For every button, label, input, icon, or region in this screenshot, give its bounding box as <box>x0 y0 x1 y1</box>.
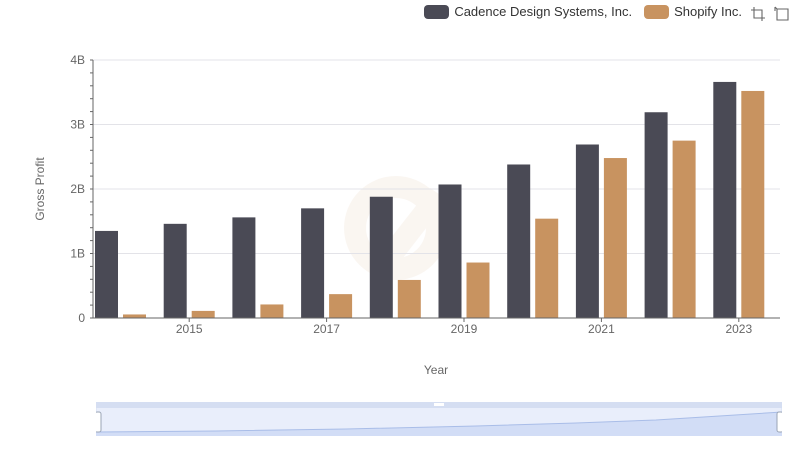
bar-cadence-2022[interactable] <box>644 112 668 319</box>
chart-toolbox <box>750 6 790 22</box>
bar-shopify-2018[interactable] <box>397 279 421 318</box>
bar-cadence-2020[interactable] <box>507 164 531 318</box>
axes: 0 1B 2B 3B 4B 2015 2017 2019 2021 2023 <box>70 53 780 336</box>
restore-icon[interactable] <box>774 6 790 22</box>
bar-cadence-2018[interactable] <box>369 196 393 318</box>
y-tick-label: 3B <box>70 118 85 132</box>
x-tick-label: 2017 <box>313 322 340 336</box>
y-tick-label: 4B <box>70 53 85 67</box>
slider-left-handle[interactable] <box>96 411 102 433</box>
bar-shopify-2020[interactable] <box>535 218 559 318</box>
x-tick-label: 2021 <box>588 322 615 336</box>
legend-label-cadence: Cadence Design Systems, Inc. <box>454 4 633 19</box>
slider-right-handle[interactable] <box>776 411 782 433</box>
bar-chart: 0 1B 2B 3B 4B 2015 2017 2019 2021 2023 Gross Prof… <box>33 53 780 377</box>
slider-move-handle[interactable] <box>434 403 444 406</box>
bar-shopify-2016[interactable] <box>260 304 284 318</box>
bar-shopify-2021[interactable] <box>603 158 627 318</box>
x-axis-title: Year <box>424 363 448 377</box>
legend-item-shopify[interactable]: Shopify Inc. <box>644 4 742 19</box>
chart-legend: Cadence Design Systems, Inc. Shopify Inc… <box>424 4 742 19</box>
y-tick-label: 0 <box>78 311 85 325</box>
bar-shopify-2017[interactable] <box>329 294 353 318</box>
legend-label-shopify: Shopify Inc. <box>674 4 742 19</box>
bar-shopify-2023[interactable] <box>741 90 765 319</box>
bar-cadence-2023[interactable] <box>713 81 737 319</box>
legend-swatch-cadence <box>424 4 450 19</box>
data-zoom-slider[interactable] <box>96 402 782 436</box>
x-tick-label: 2019 <box>451 322 478 336</box>
slider-preview-line <box>96 411 782 433</box>
bar-cadence-2021[interactable] <box>575 144 599 318</box>
x-tick-label: 2015 <box>176 322 203 336</box>
bar-cadence-2017[interactable] <box>301 208 325 318</box>
legend-item-cadence[interactable]: Cadence Design Systems, Inc. <box>424 4 632 19</box>
bar-shopify-2015[interactable] <box>191 310 215 318</box>
x-tick-label: 2023 <box>725 322 752 336</box>
bar-cadence-2015[interactable] <box>163 223 187 318</box>
bars <box>95 81 765 319</box>
bar-shopify-2019[interactable] <box>466 262 490 318</box>
legend-swatch-shopify <box>644 4 670 19</box>
y-axis-title: Gross Profit <box>33 157 47 221</box>
bar-cadence-2016[interactable] <box>232 217 256 318</box>
y-tick-label: 1B <box>70 247 85 261</box>
bar-cadence-2014[interactable] <box>95 230 118 318</box>
bar-shopify-2014[interactable] <box>123 314 146 318</box>
slider-preview-area <box>96 412 782 436</box>
bar-cadence-2019[interactable] <box>438 184 462 318</box>
bar-shopify-2022[interactable] <box>672 140 696 318</box>
watermark-logo <box>344 176 448 280</box>
y-tick-label: 2B <box>70 182 85 196</box>
zoom-icon[interactable] <box>750 6 766 22</box>
